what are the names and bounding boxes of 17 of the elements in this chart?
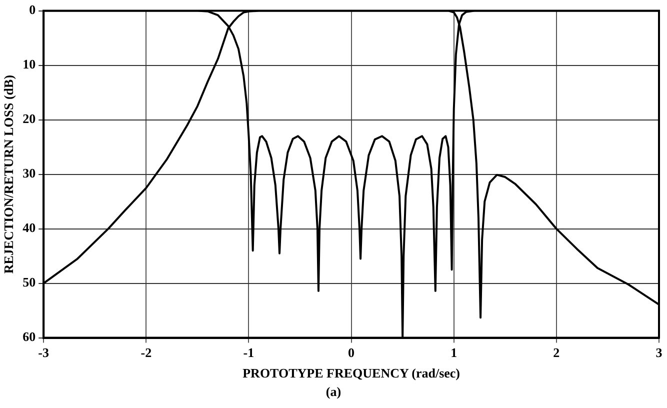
x-axis-title: PROTOTYPE FREQUENCY (rad/sec)	[242, 366, 460, 381]
x-tick-label: 1	[450, 344, 458, 360]
y-tick-label: 10	[22, 56, 36, 72]
x-tick-label: 0	[348, 344, 355, 360]
text: (a)	[324, 384, 342, 400]
x-tick-label: -3	[38, 344, 50, 360]
x-tick-label: 3	[656, 344, 663, 360]
y-tick-label: 0	[29, 2, 36, 18]
x-tick-label: 2	[553, 344, 560, 360]
y-tick-label: 40	[22, 220, 36, 236]
y-tick-label: 30	[22, 166, 36, 181]
y-tick-label: 50	[22, 274, 36, 290]
y-tick-label: 60	[22, 329, 36, 344]
y-axis-title: REJECTION/RETURN LOSS (dB)	[1, 74, 16, 274]
y-tick-label: 20	[22, 111, 36, 126]
x-tick-label: -2	[140, 344, 152, 360]
x-tick-label: -1	[243, 344, 254, 360]
